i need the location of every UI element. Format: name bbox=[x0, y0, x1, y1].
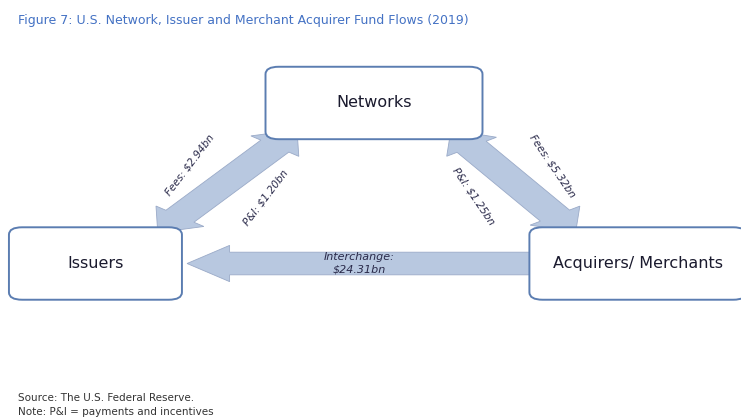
Text: Source: The U.S. Federal Reserve.
Note: P&I = payments and incentives: Source: The U.S. Federal Reserve. Note: … bbox=[19, 393, 214, 417]
Text: P&I: $1.25bn: P&I: $1.25bn bbox=[451, 165, 497, 227]
Text: Issuers: Issuers bbox=[67, 256, 123, 271]
Text: Acquirers/ Merchants: Acquirers/ Merchants bbox=[553, 256, 723, 271]
Polygon shape bbox=[187, 245, 532, 282]
Text: Figure 7: U.S. Network, Issuer and Merchant Acquirer Fund Flows (2019): Figure 7: U.S. Network, Issuer and Merch… bbox=[19, 14, 469, 27]
FancyBboxPatch shape bbox=[530, 227, 747, 300]
Text: Networks: Networks bbox=[337, 95, 411, 110]
FancyBboxPatch shape bbox=[266, 67, 482, 139]
Text: P&I: $1.20bn: P&I: $1.20bn bbox=[241, 168, 289, 227]
Text: Fees: $2.94bn: Fees: $2.94bn bbox=[163, 133, 215, 197]
FancyBboxPatch shape bbox=[9, 227, 182, 300]
Polygon shape bbox=[447, 130, 580, 233]
Text: Fees: $5.32bn: Fees: $5.32bn bbox=[528, 133, 577, 200]
Polygon shape bbox=[156, 130, 298, 233]
Text: Interchange:
$24.31bn: Interchange: $24.31bn bbox=[324, 252, 395, 275]
